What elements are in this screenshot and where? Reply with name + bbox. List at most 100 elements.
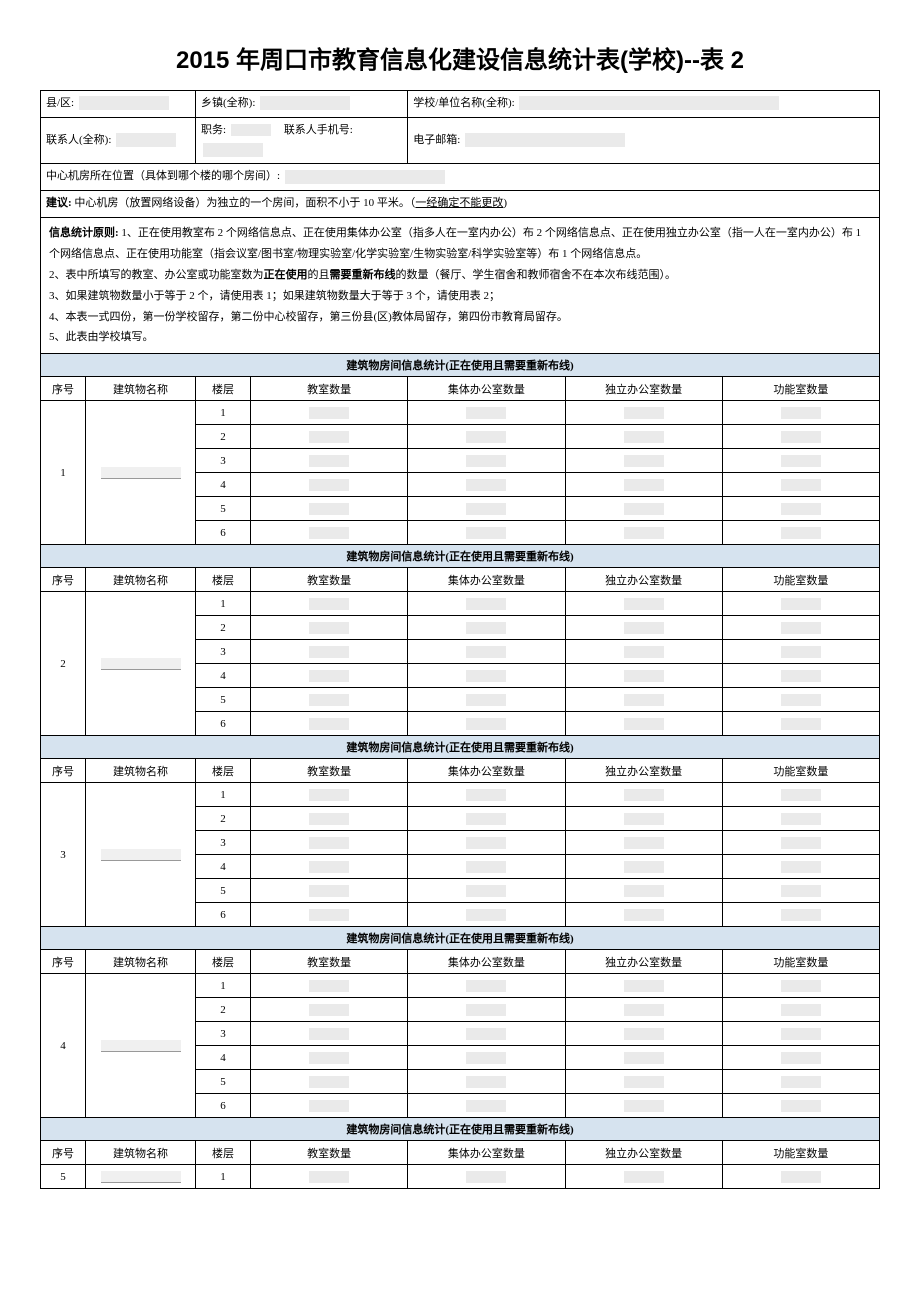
count-input[interactable] <box>781 527 821 539</box>
count-input[interactable] <box>781 622 821 634</box>
count-input[interactable] <box>466 718 506 730</box>
count-input[interactable] <box>624 789 664 801</box>
count-input[interactable] <box>624 837 664 849</box>
count-input[interactable] <box>466 885 506 897</box>
contact-input[interactable] <box>116 133 176 147</box>
count-input[interactable] <box>466 503 506 515</box>
count-input[interactable] <box>781 694 821 706</box>
count-input[interactable] <box>309 909 349 921</box>
count-input[interactable] <box>624 1052 664 1064</box>
count-input[interactable] <box>466 1076 506 1088</box>
count-input[interactable] <box>466 1052 506 1064</box>
count-input[interactable] <box>624 1171 664 1183</box>
count-input[interactable] <box>466 479 506 491</box>
count-input[interactable] <box>624 407 664 419</box>
count-input[interactable] <box>624 503 664 515</box>
count-input[interactable] <box>466 407 506 419</box>
count-input[interactable] <box>781 861 821 873</box>
count-input[interactable] <box>781 479 821 491</box>
count-input[interactable] <box>309 598 349 610</box>
count-input[interactable] <box>781 598 821 610</box>
count-input[interactable] <box>624 909 664 921</box>
count-input[interactable] <box>624 646 664 658</box>
count-input[interactable] <box>624 1076 664 1088</box>
count-input[interactable] <box>466 431 506 443</box>
count-input[interactable] <box>781 885 821 897</box>
count-input[interactable] <box>309 1052 349 1064</box>
count-input[interactable] <box>309 813 349 825</box>
count-input[interactable] <box>781 1004 821 1016</box>
school-input[interactable] <box>519 96 779 110</box>
count-input[interactable] <box>624 861 664 873</box>
count-input[interactable] <box>781 1100 821 1112</box>
count-input[interactable] <box>309 837 349 849</box>
count-input[interactable] <box>309 479 349 491</box>
count-input[interactable] <box>309 1028 349 1040</box>
building-name-input[interactable] <box>101 467 181 479</box>
count-input[interactable] <box>781 670 821 682</box>
count-input[interactable] <box>624 598 664 610</box>
building-name-input[interactable] <box>101 849 181 861</box>
count-input[interactable] <box>309 1171 349 1183</box>
count-input[interactable] <box>309 1100 349 1112</box>
count-input[interactable] <box>466 527 506 539</box>
count-input[interactable] <box>309 455 349 467</box>
count-input[interactable] <box>466 1171 506 1183</box>
count-input[interactable] <box>309 980 349 992</box>
count-input[interactable] <box>466 813 506 825</box>
county-input[interactable] <box>79 96 169 110</box>
building-name-input[interactable] <box>101 1040 181 1052</box>
count-input[interactable] <box>466 622 506 634</box>
count-input[interactable] <box>624 980 664 992</box>
count-input[interactable] <box>309 622 349 634</box>
count-input[interactable] <box>624 670 664 682</box>
count-input[interactable] <box>309 431 349 443</box>
count-input[interactable] <box>624 622 664 634</box>
count-input[interactable] <box>624 694 664 706</box>
count-input[interactable] <box>309 718 349 730</box>
count-input[interactable] <box>309 503 349 515</box>
count-input[interactable] <box>781 1171 821 1183</box>
count-input[interactable] <box>624 813 664 825</box>
count-input[interactable] <box>624 455 664 467</box>
count-input[interactable] <box>309 861 349 873</box>
count-input[interactable] <box>466 861 506 873</box>
count-input[interactable] <box>624 431 664 443</box>
count-input[interactable] <box>624 1100 664 1112</box>
count-input[interactable] <box>466 455 506 467</box>
count-input[interactable] <box>466 789 506 801</box>
building-name-input[interactable] <box>101 658 181 670</box>
count-input[interactable] <box>781 980 821 992</box>
town-input[interactable] <box>260 96 350 110</box>
email-input[interactable] <box>465 133 625 147</box>
count-input[interactable] <box>624 1028 664 1040</box>
count-input[interactable] <box>309 1004 349 1016</box>
count-input[interactable] <box>466 1028 506 1040</box>
room-input[interactable] <box>285 170 445 184</box>
count-input[interactable] <box>624 1004 664 1016</box>
count-input[interactable] <box>781 1076 821 1088</box>
count-input[interactable] <box>309 789 349 801</box>
count-input[interactable] <box>781 718 821 730</box>
count-input[interactable] <box>624 885 664 897</box>
count-input[interactable] <box>309 670 349 682</box>
count-input[interactable] <box>309 407 349 419</box>
position-input[interactable] <box>231 124 271 136</box>
count-input[interactable] <box>781 1052 821 1064</box>
count-input[interactable] <box>781 646 821 658</box>
count-input[interactable] <box>466 1004 506 1016</box>
count-input[interactable] <box>466 909 506 921</box>
count-input[interactable] <box>781 1028 821 1040</box>
count-input[interactable] <box>781 503 821 515</box>
count-input[interactable] <box>624 527 664 539</box>
count-input[interactable] <box>781 431 821 443</box>
count-input[interactable] <box>309 1076 349 1088</box>
count-input[interactable] <box>466 670 506 682</box>
count-input[interactable] <box>309 694 349 706</box>
building-name-input[interactable] <box>101 1171 181 1183</box>
count-input[interactable] <box>466 646 506 658</box>
count-input[interactable] <box>624 479 664 491</box>
count-input[interactable] <box>309 646 349 658</box>
count-input[interactable] <box>466 980 506 992</box>
count-input[interactable] <box>466 1100 506 1112</box>
